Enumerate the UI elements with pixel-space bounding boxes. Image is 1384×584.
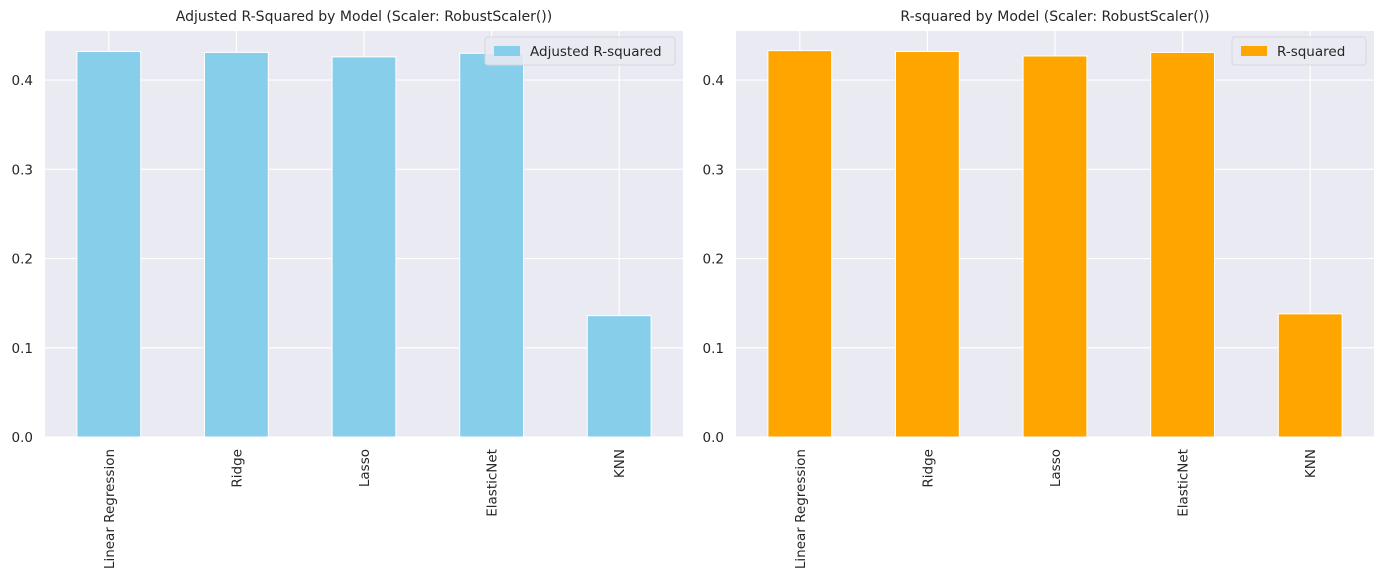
bar bbox=[1277, 313, 1343, 438]
bar bbox=[1150, 51, 1215, 438]
chart-adjusted-r-squared: 0.0 0.1 0.2 0.3 0.4 Linear Regression Ridge Las… bbox=[12, 9, 683, 569]
y-tick-label: 0.3 bbox=[703, 162, 724, 178]
bar bbox=[1022, 55, 1088, 438]
bar bbox=[895, 51, 960, 438]
legend-box bbox=[1231, 36, 1367, 66]
x-tick-label: Ridge bbox=[920, 449, 936, 488]
y-tick-label: 0.3 bbox=[12, 162, 33, 178]
x-tick-label: Lasso bbox=[1048, 449, 1064, 487]
chart-title: Adjusted R-Squared by Model (Scaler: Rob… bbox=[176, 9, 552, 25]
x-tick-label: ElasticNet bbox=[1176, 449, 1192, 517]
y-tick-label: 0.2 bbox=[12, 252, 33, 268]
x-tick-label: KNN bbox=[612, 449, 628, 478]
y-tick-label: 0.2 bbox=[703, 252, 724, 268]
bar bbox=[586, 315, 652, 438]
y-tick-label: 0.0 bbox=[12, 430, 33, 446]
legend: Adjusted R-squared bbox=[484, 36, 676, 66]
chart-title: R-squared by Model (Scaler: RobustScaler… bbox=[900, 9, 1209, 25]
y-tick-label: 0.0 bbox=[703, 430, 724, 446]
y-tick-label: 0.1 bbox=[12, 341, 33, 357]
y-tick-label: 0.4 bbox=[12, 73, 33, 89]
bar bbox=[331, 56, 397, 438]
chart-r-squared: 0.0 0.1 0.2 0.3 0.4 Linear Regression Ridge Las… bbox=[703, 9, 1374, 569]
y-tick-label: 0.1 bbox=[703, 341, 724, 357]
x-tick-label: Lasso bbox=[357, 449, 373, 487]
x-tick-label: Ridge bbox=[229, 449, 245, 488]
bar bbox=[767, 50, 833, 438]
x-tick-label: ElasticNet bbox=[485, 449, 501, 517]
y-tick-label: 0.4 bbox=[703, 73, 724, 89]
x-tick-label: Linear Regression bbox=[793, 449, 809, 569]
bar bbox=[204, 51, 269, 438]
legend: R-squared bbox=[1231, 36, 1367, 66]
legend-swatch bbox=[1241, 46, 1267, 56]
legend-box bbox=[484, 36, 676, 66]
legend-swatch bbox=[494, 46, 520, 56]
bar bbox=[76, 51, 142, 438]
x-tick-label: Linear Regression bbox=[102, 449, 118, 569]
legend-label: R-squared bbox=[1277, 44, 1345, 60]
bar bbox=[459, 52, 525, 438]
x-tick-label: KNN bbox=[1303, 449, 1319, 478]
legend-label: Adjusted R-squared bbox=[530, 44, 662, 60]
